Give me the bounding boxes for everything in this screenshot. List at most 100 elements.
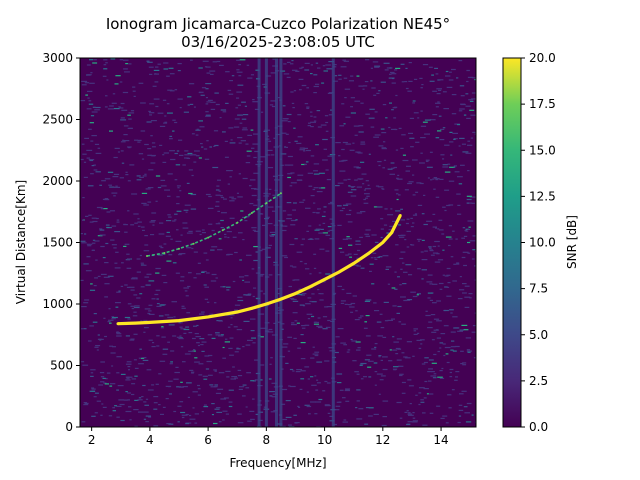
noise-speck xyxy=(431,371,435,373)
noise-speck xyxy=(412,100,416,102)
noise-speck xyxy=(281,356,285,358)
noise-speck xyxy=(307,172,313,174)
noise-speck xyxy=(281,388,288,391)
noise-speck xyxy=(444,171,451,173)
noise-speck xyxy=(241,118,247,120)
noise-speck xyxy=(314,321,317,323)
noise-speck xyxy=(224,236,227,238)
noise-speck xyxy=(113,173,120,175)
noise-speck xyxy=(186,382,192,384)
noise-speck xyxy=(386,232,389,234)
noise-speck xyxy=(145,415,151,417)
noise-speck xyxy=(422,64,429,66)
noise-speck xyxy=(111,192,118,194)
noise-speck xyxy=(463,235,468,237)
noise-speck xyxy=(419,182,424,185)
noise-speck xyxy=(421,239,425,241)
noise-speck xyxy=(149,73,153,75)
noise-speck xyxy=(423,397,427,399)
noise-speck xyxy=(426,281,433,283)
noise-speck xyxy=(217,388,224,390)
noise-speck xyxy=(93,164,96,166)
noise-speck xyxy=(401,134,406,136)
noise-speck xyxy=(148,416,152,418)
noise-speck xyxy=(356,75,360,77)
noise-speck xyxy=(460,95,465,97)
noise-speck xyxy=(432,302,437,304)
noise-speck xyxy=(467,140,471,142)
noise-speck xyxy=(174,89,178,91)
noise-speck xyxy=(305,149,311,152)
noise-speck xyxy=(260,273,265,276)
noise-speck xyxy=(304,366,310,368)
noise-speck xyxy=(88,214,92,216)
noise-speck xyxy=(436,320,442,322)
noise-speck xyxy=(134,399,139,401)
noise-speck xyxy=(285,416,292,418)
noise-speck xyxy=(234,351,239,353)
noise-speck xyxy=(116,416,120,418)
noise-speck xyxy=(339,125,345,127)
noise-speck xyxy=(417,204,423,206)
noise-speck xyxy=(304,263,307,265)
noise-speck xyxy=(127,366,131,368)
noise-speck xyxy=(325,250,330,252)
noise-speck xyxy=(340,300,346,302)
noise-speck xyxy=(120,285,124,287)
noise-speck xyxy=(164,115,167,117)
noise-speck xyxy=(100,245,105,248)
noise-speck xyxy=(303,147,308,149)
noise-speck xyxy=(246,155,251,157)
noise-speck xyxy=(457,330,463,332)
noise-speck xyxy=(433,373,437,375)
noise-speck xyxy=(433,188,436,190)
noise-speck xyxy=(111,318,116,320)
noise-speck xyxy=(360,102,364,104)
noise-speck xyxy=(293,414,297,416)
noise-speck xyxy=(339,170,346,172)
noise-speck xyxy=(226,376,230,378)
noise-speck xyxy=(225,338,228,340)
noise-speck xyxy=(325,169,329,171)
noise-speck xyxy=(87,90,93,92)
noise-speck xyxy=(121,109,128,111)
noise-speck xyxy=(292,209,296,211)
noise-speck xyxy=(233,326,238,328)
noise-speck xyxy=(374,241,379,243)
noise-speck xyxy=(313,116,317,118)
noise-speck xyxy=(400,147,404,149)
noise-speck xyxy=(288,424,292,426)
noise-speck xyxy=(434,67,438,69)
noise-speck xyxy=(449,376,453,378)
noise-speck xyxy=(380,128,385,130)
noise-speck xyxy=(325,234,331,236)
noise-speck xyxy=(232,314,235,316)
noise-speck xyxy=(353,125,360,127)
noise-speck xyxy=(323,70,328,72)
noise-speck xyxy=(141,192,148,194)
noise-speck xyxy=(292,370,295,372)
noise-speck xyxy=(152,224,155,226)
noise-speck xyxy=(148,280,155,282)
noise-speck xyxy=(157,254,163,256)
noise-speck xyxy=(343,60,349,62)
noise-speck xyxy=(130,224,135,226)
noise-speck xyxy=(427,371,433,373)
noise-speck xyxy=(406,423,411,425)
noise-speck xyxy=(106,79,109,81)
noise-speck xyxy=(305,268,310,270)
noise-speck xyxy=(237,299,244,302)
noise-speck xyxy=(458,409,464,411)
noise-speck xyxy=(438,89,442,91)
colorbar-tick-label: 15.0 xyxy=(529,143,556,157)
noise-speck xyxy=(440,333,446,335)
noise-speck xyxy=(435,179,439,181)
noise-speck xyxy=(282,418,288,421)
noise-speck xyxy=(242,384,247,386)
noise-speck xyxy=(223,198,227,200)
noise-speck xyxy=(399,417,403,419)
noise-speck xyxy=(123,125,129,127)
noise-speck xyxy=(80,240,86,242)
noise-speck xyxy=(284,146,287,148)
trace-point xyxy=(207,236,210,239)
